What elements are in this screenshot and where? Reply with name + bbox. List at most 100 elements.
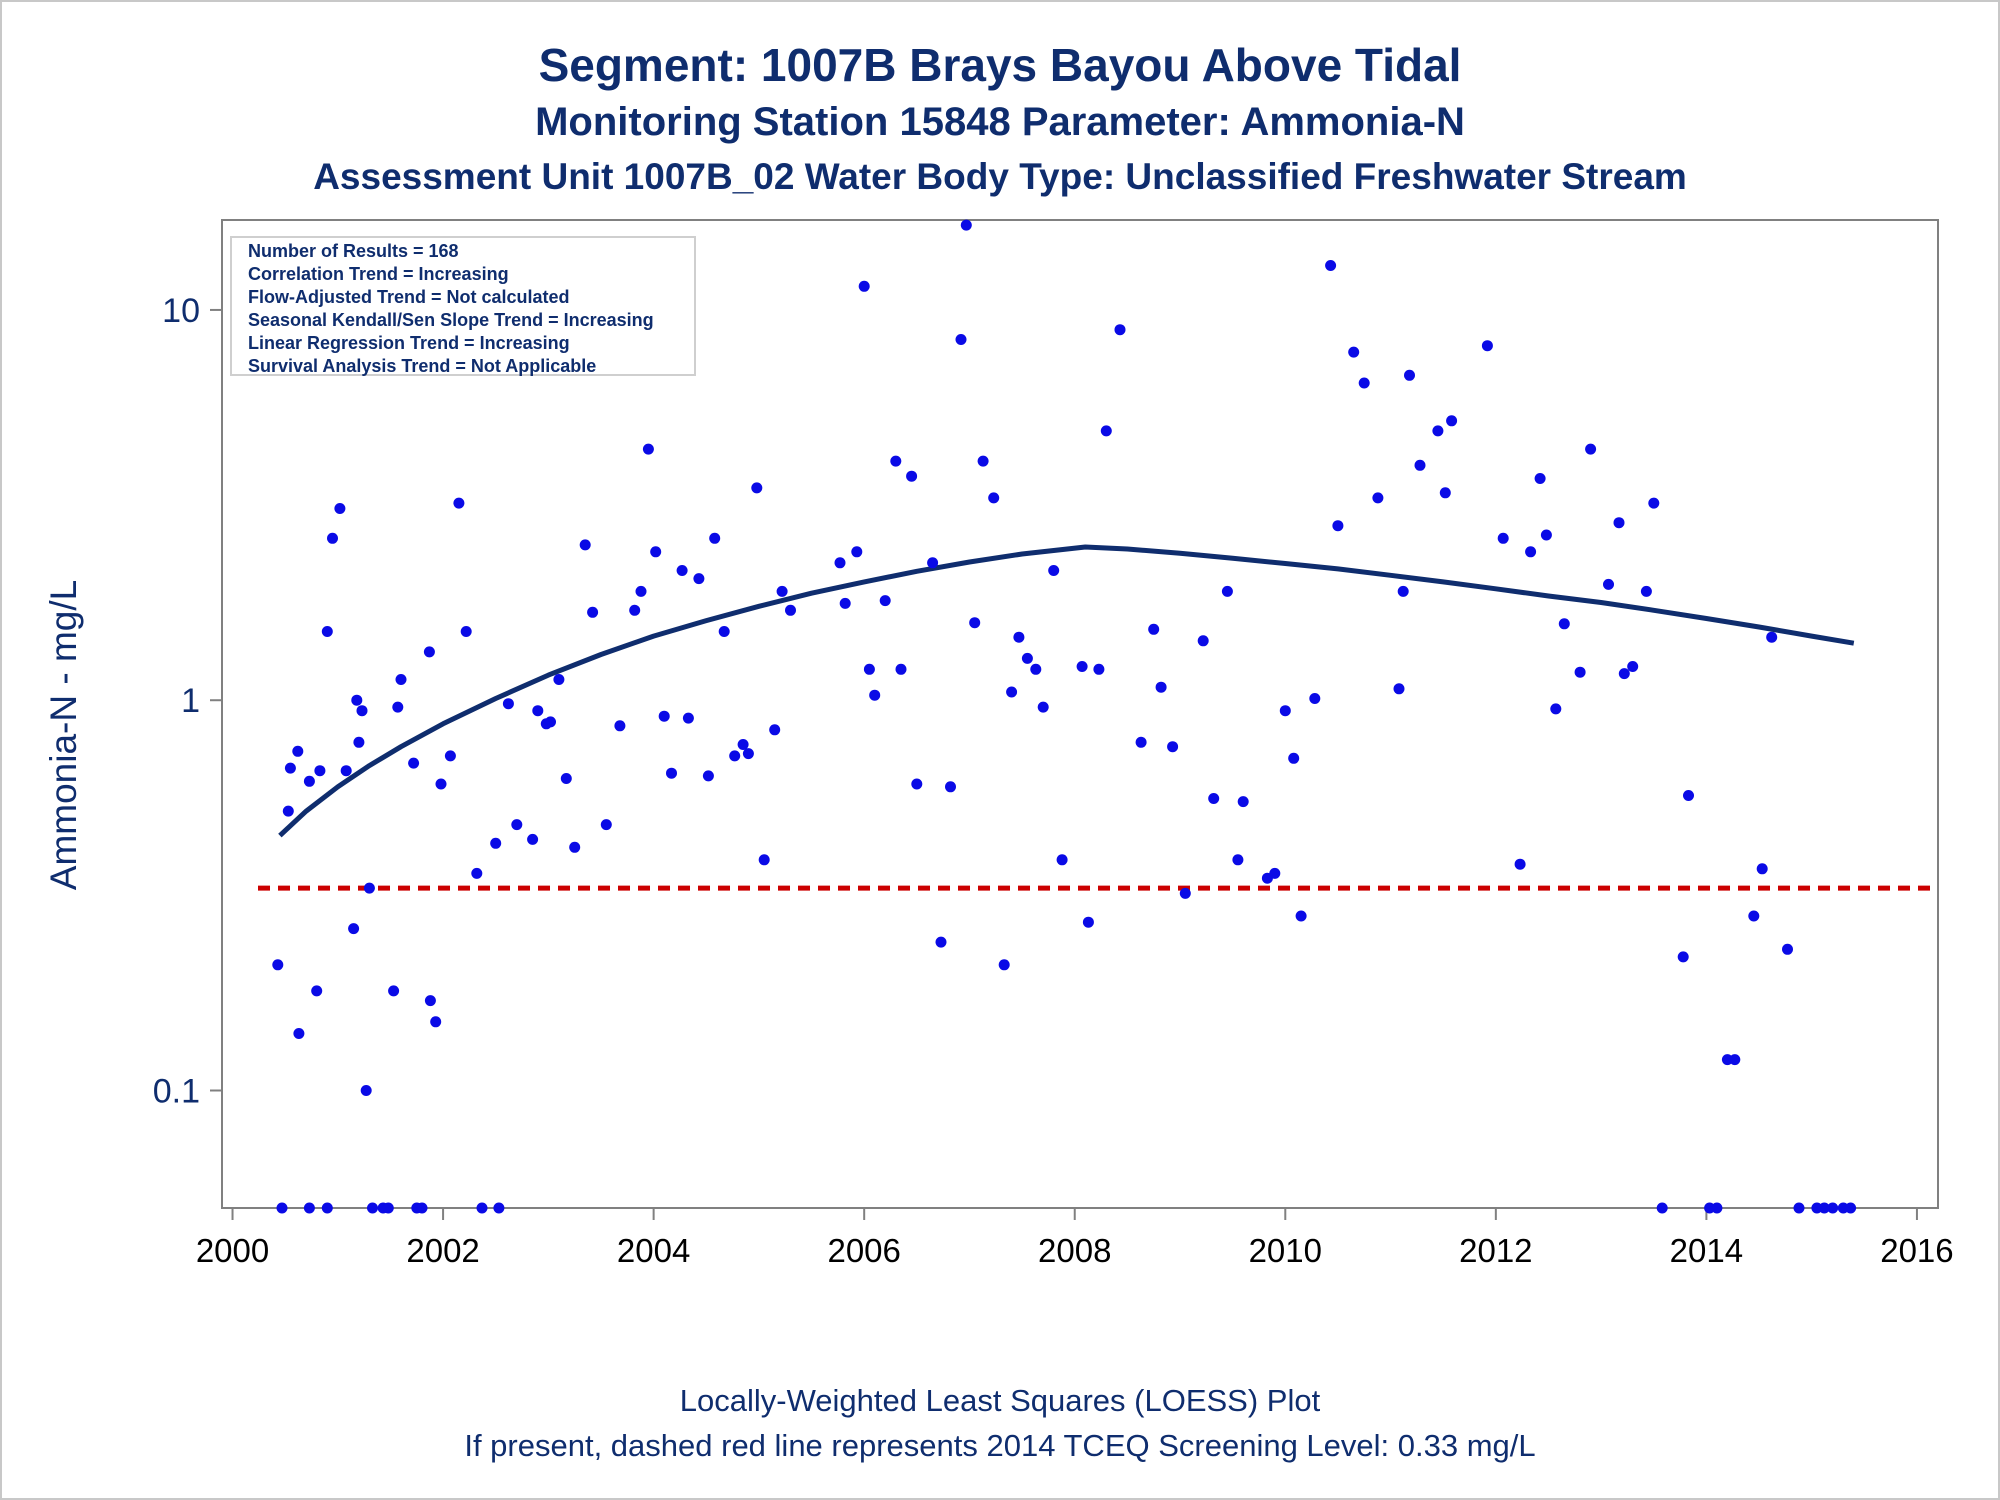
data-point — [1006, 686, 1018, 698]
data-point — [858, 280, 870, 292]
data-point — [776, 585, 788, 597]
data-point — [1208, 793, 1220, 804]
data-point — [911, 778, 923, 790]
data-point — [1574, 666, 1586, 678]
x-tick-label: 2006 — [827, 1232, 900, 1269]
x-tick-label: 2004 — [617, 1232, 690, 1269]
data-point — [1358, 377, 1370, 389]
data-point — [709, 532, 721, 544]
data-point — [1748, 910, 1760, 922]
data-point — [945, 781, 956, 793]
data-point — [650, 546, 662, 558]
data-point — [276, 1202, 288, 1214]
stat-seasonal-kendall-trend: Seasonal Kendall/Sen Slope Trend = Incre… — [248, 310, 654, 330]
data-point — [367, 1202, 378, 1214]
data-point — [977, 455, 989, 467]
y-axis-label: Ammonia-N - mg/L — [43, 579, 84, 891]
data-point — [1497, 532, 1509, 544]
data-point — [1756, 863, 1768, 875]
data-point — [1603, 578, 1614, 590]
stat-survival-analysis-trend: Survival Analysis Trend = Not Applicable — [248, 356, 597, 376]
data-point — [1093, 663, 1105, 675]
data-point — [1540, 529, 1552, 541]
footnote-screening: If present, dashed red line represents 2… — [464, 1428, 1536, 1463]
data-point — [423, 646, 435, 658]
data-point — [614, 720, 626, 732]
data-point — [360, 1085, 372, 1096]
data-point — [1348, 346, 1360, 358]
data-point — [321, 626, 333, 637]
data-point — [303, 1202, 315, 1214]
data-point — [890, 455, 902, 467]
data-point — [629, 604, 641, 616]
data-point — [1397, 585, 1409, 597]
data-point — [1013, 631, 1025, 643]
data-point — [955, 334, 967, 345]
data-point — [444, 750, 456, 762]
data-point — [1179, 887, 1191, 899]
data-point — [1683, 790, 1694, 801]
y-tick-label: 1 — [181, 682, 200, 720]
data-point — [430, 1016, 442, 1028]
data-point — [1232, 854, 1244, 866]
data-point — [511, 819, 523, 831]
stat-flow-adjusted-trend: Flow-Adjusted Trend = Not calculated — [248, 287, 570, 307]
footnote-loess: Locally-Weighted Least Squares (LOESS) P… — [679, 1383, 1321, 1418]
data-point — [988, 492, 1000, 504]
data-point — [1845, 1202, 1857, 1214]
data-point — [1325, 260, 1337, 271]
data-point — [906, 470, 918, 482]
data-point — [1309, 693, 1321, 704]
data-point — [834, 557, 846, 569]
data-point — [1677, 951, 1689, 963]
data-point — [493, 1202, 505, 1214]
data-point — [1711, 1202, 1723, 1214]
x-tick-label: 2012 — [1459, 1232, 1532, 1269]
data-point — [682, 712, 694, 724]
data-point — [453, 497, 465, 509]
stat-number-of-results: Number of Results = 168 — [248, 241, 459, 261]
data-point — [476, 1202, 488, 1214]
data-point — [416, 1202, 428, 1214]
data-point — [532, 705, 544, 717]
data-point — [382, 1202, 394, 1214]
data-point — [1656, 1202, 1668, 1214]
data-point — [927, 557, 939, 569]
data-point — [408, 757, 420, 769]
data-point — [587, 606, 599, 618]
data-point — [702, 770, 714, 782]
data-point — [1827, 1202, 1839, 1214]
data-point — [1534, 473, 1546, 484]
x-tick-label: 2000 — [196, 1232, 269, 1269]
data-point — [569, 841, 581, 853]
data-point — [729, 750, 741, 762]
data-point — [1525, 546, 1537, 558]
data-point — [545, 716, 556, 728]
data-point — [1037, 701, 1049, 713]
data-point — [560, 773, 572, 784]
chart-title: Segment: 1007B Brays Bayou Above Tidal — [538, 39, 1462, 91]
plot-area-border — [221, 219, 1939, 1209]
data-point — [314, 765, 326, 777]
data-point — [321, 1202, 333, 1214]
data-point — [1279, 705, 1291, 717]
data-point — [1640, 585, 1652, 597]
data-point — [1818, 1202, 1830, 1214]
data-point — [1048, 565, 1060, 576]
data-point — [1404, 369, 1415, 381]
data-point — [851, 546, 863, 558]
x-tick-label: 2016 — [1880, 1232, 1953, 1269]
data-point — [839, 597, 851, 609]
data-point — [863, 663, 875, 675]
x-tick-label: 2002 — [406, 1232, 479, 1269]
data-point — [353, 736, 365, 748]
data-point — [1550, 703, 1562, 715]
data-point — [960, 219, 972, 231]
data-point — [424, 995, 436, 1007]
data-point — [1167, 741, 1179, 753]
data-point — [718, 626, 730, 637]
stat-correlation-trend: Correlation Trend = Increasing — [248, 264, 509, 284]
data-point — [742, 748, 754, 760]
data-point — [879, 595, 891, 607]
